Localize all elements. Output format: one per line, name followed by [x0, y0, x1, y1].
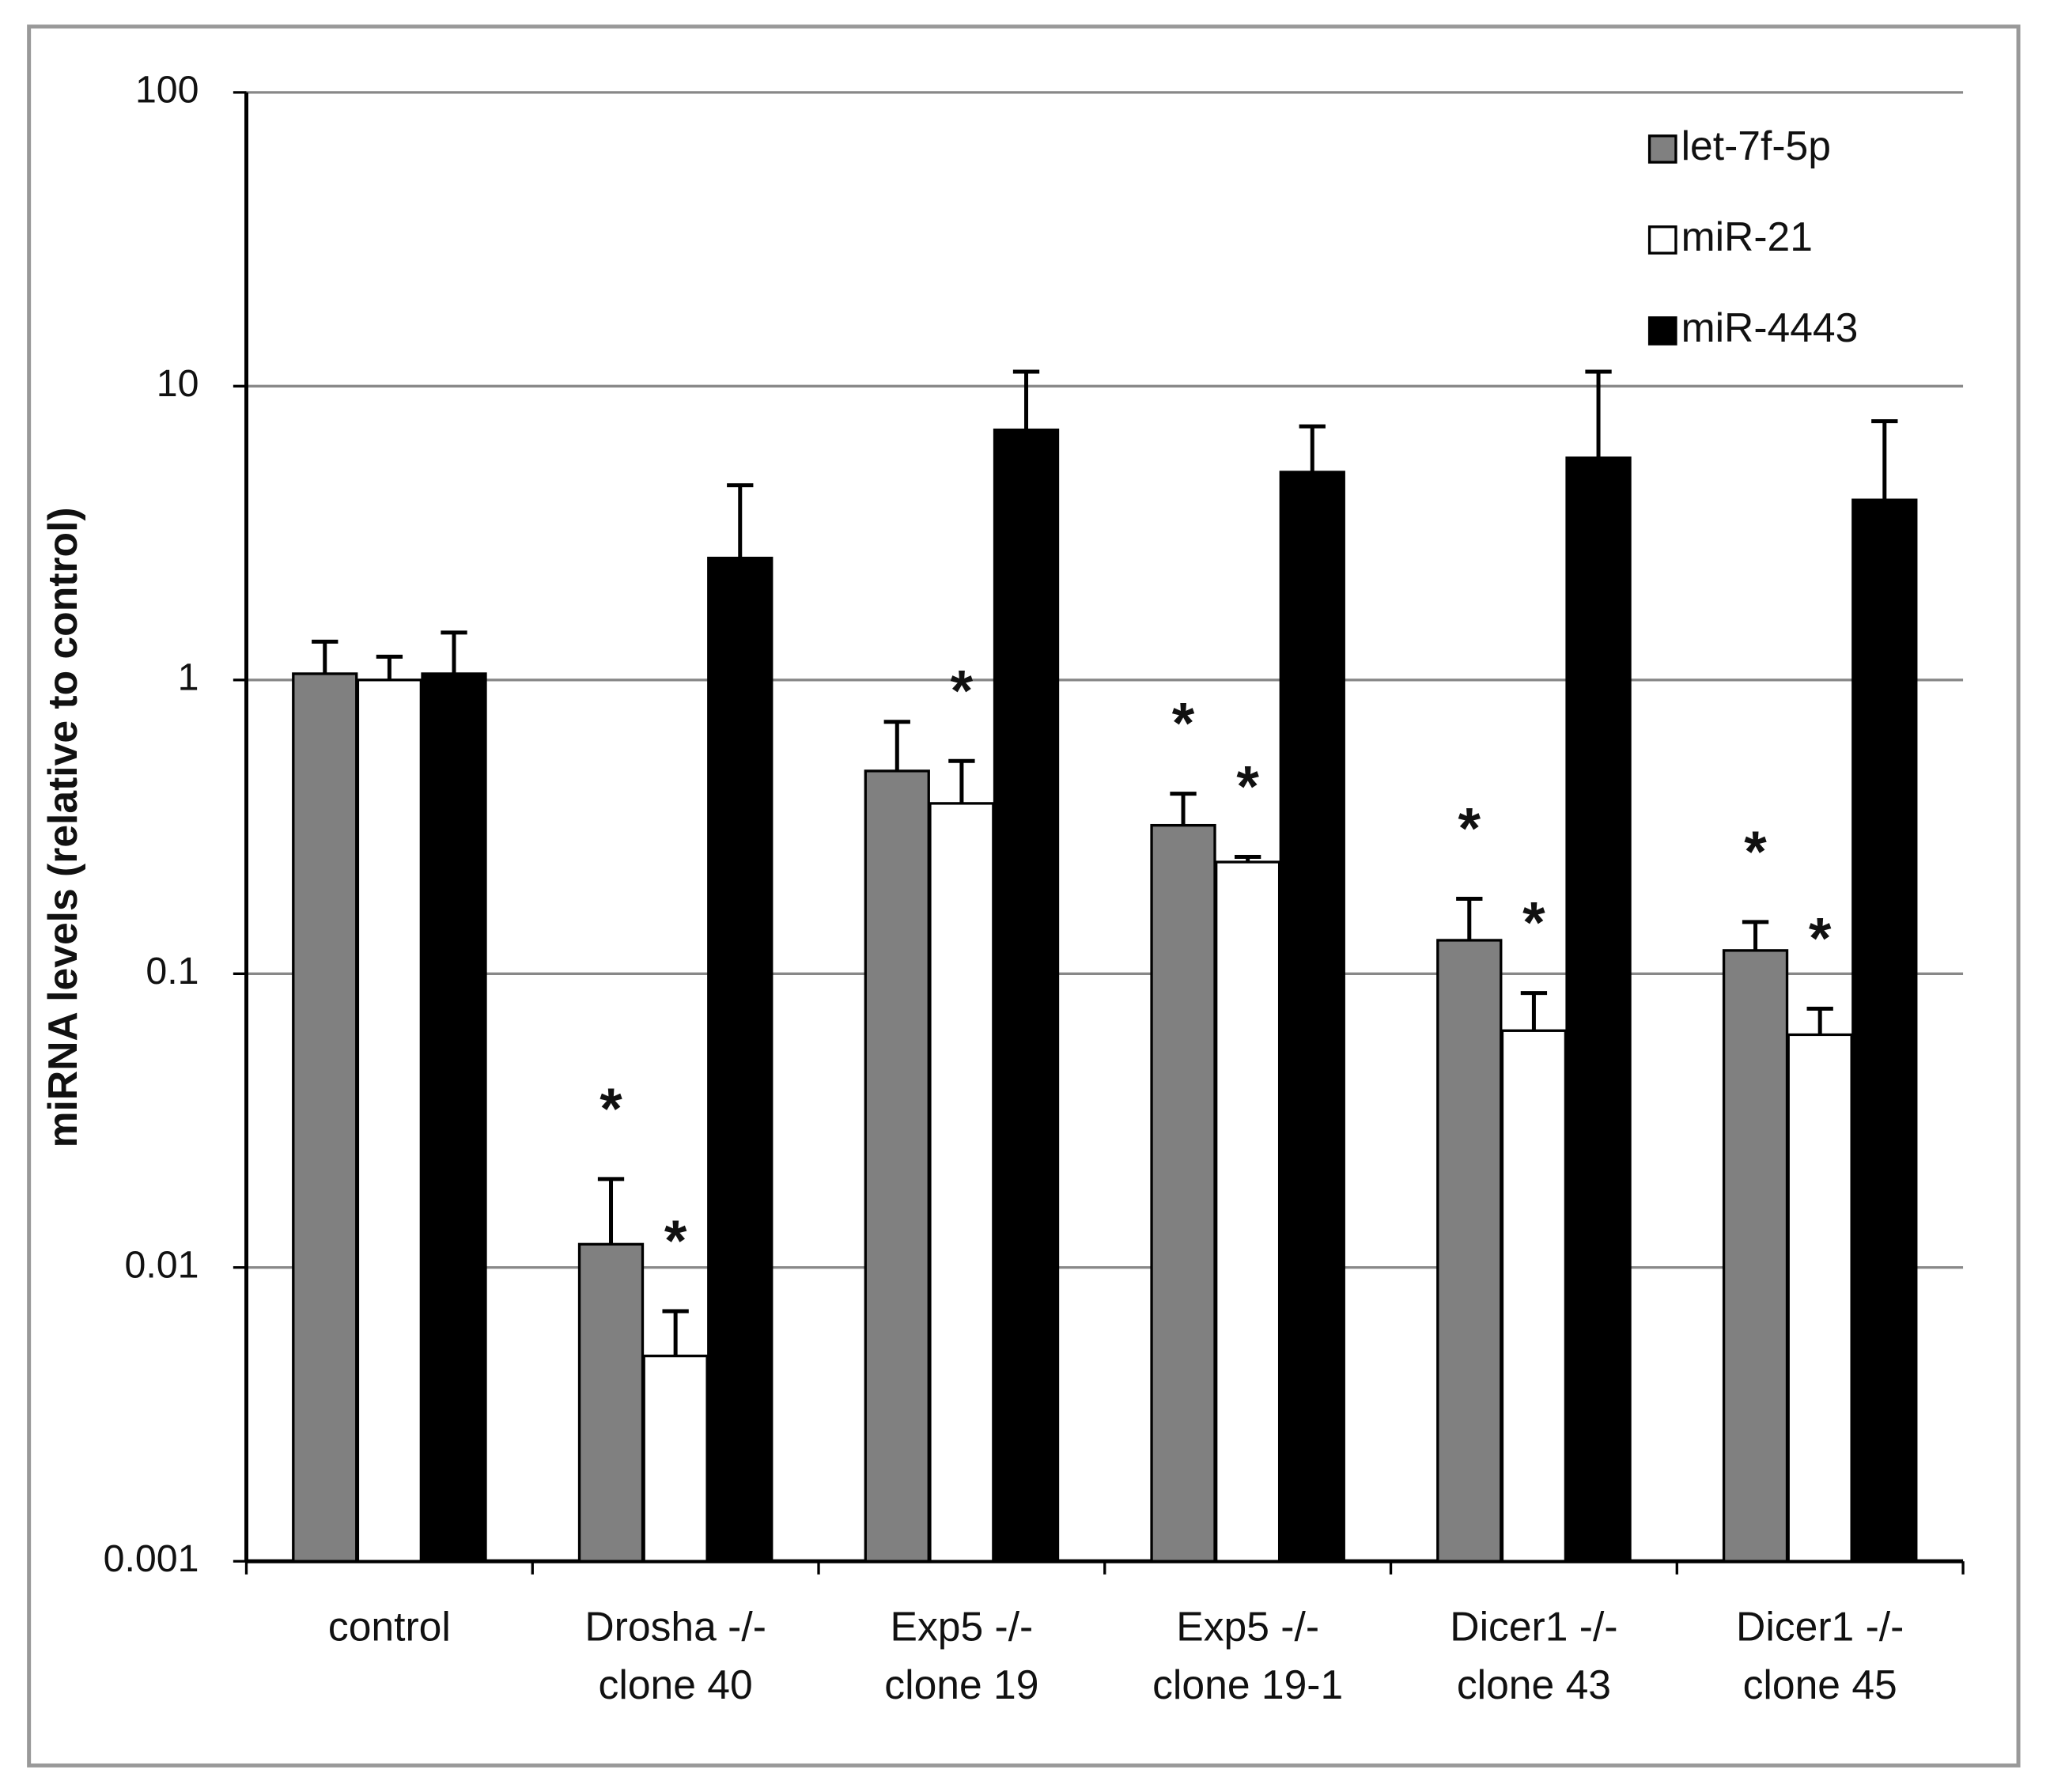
x-tick-label: control: [328, 1603, 451, 1649]
legend-label: let-7f-5p: [1681, 123, 1831, 168]
annotation: *: [1744, 819, 1767, 884]
bar: [642, 1354, 709, 1563]
x-tick-label: clone 40: [599, 1662, 753, 1707]
annotation: *: [599, 1076, 622, 1141]
bar: [1722, 949, 1789, 1563]
y-tick-label: 10: [157, 362, 199, 405]
legend-swatch: [1647, 316, 1677, 346]
legend-label: miR-21: [1681, 214, 1813, 259]
annotation: *: [664, 1208, 687, 1273]
y-tick-label: 1: [178, 656, 199, 699]
bar: [1436, 939, 1503, 1563]
bar: [1787, 1033, 1853, 1563]
legend-swatch: [1647, 225, 1677, 255]
annotation: *: [1236, 754, 1259, 819]
x-tick-label: Exp5 -/-: [891, 1603, 1034, 1649]
x-tick-label: Drosha -/-: [584, 1603, 766, 1649]
x-tick-label: clone 43: [1457, 1662, 1611, 1707]
bar: [929, 802, 995, 1563]
annotation: *: [1522, 890, 1545, 955]
y-tick-label: 0.1: [146, 950, 199, 992]
bar: [707, 556, 773, 1563]
bar: [1851, 498, 1918, 1563]
x-tick-label: Dicer1 -/-: [1450, 1603, 1617, 1649]
bar: [1500, 1029, 1568, 1563]
x-tick-label: Dicer1 -/-: [1736, 1603, 1904, 1649]
x-tick-label: clone 19-1: [1152, 1662, 1343, 1707]
bar: [356, 679, 423, 1563]
bar: [577, 1242, 645, 1563]
bar: [1279, 471, 1345, 1563]
annotation: *: [1172, 691, 1195, 756]
x-tick-label: Exp5 -/-: [1176, 1603, 1319, 1649]
legend-label: miR-4443: [1681, 304, 1859, 350]
bar: [1565, 456, 1632, 1563]
bar: [993, 428, 1060, 1563]
annotation: *: [1458, 796, 1481, 861]
legend-swatch: [1647, 134, 1677, 164]
y-tick-label: 100: [135, 69, 199, 112]
y-axis-label: miRNA levels (relative to control): [40, 507, 85, 1147]
bar: [421, 672, 487, 1563]
annotation: *: [951, 658, 974, 723]
bar: [1150, 823, 1216, 1563]
annotation: *: [1809, 906, 1832, 971]
y-tick-label: 0.01: [125, 1244, 199, 1287]
y-tick-label: 0.001: [104, 1537, 199, 1580]
x-tick-label: clone 45: [1743, 1662, 1897, 1707]
bar: [292, 672, 358, 1563]
bar: [864, 769, 930, 1563]
bar: [1215, 860, 1281, 1563]
x-tick-label: clone 19: [884, 1662, 1038, 1707]
